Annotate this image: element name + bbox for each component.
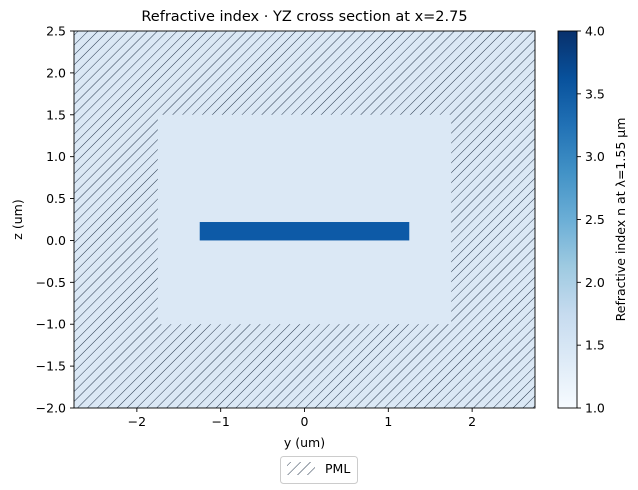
legend[interactable]: PML <box>280 456 358 484</box>
legend-pml-label: PML <box>325 461 350 476</box>
colorbar-ticks: 1.0 1.5 2.0 2.5 3.0 3.5 4.0 <box>577 24 605 416</box>
x-axis-label: y (um) <box>284 435 325 450</box>
colorbar-tick-label: 2.0 <box>585 275 605 290</box>
y-tick-label: −1.5 <box>36 359 66 374</box>
x-tick-label: 0 <box>301 414 309 429</box>
y-tick-label: 2.5 <box>46 24 66 39</box>
y-tick-label: 1.0 <box>46 149 66 164</box>
y-axis-ticks: −2.0 −1.5 −1.0 −0.5 0.0 0.5 1.0 1.5 2.0 2.5 <box>36 24 74 416</box>
colorbar-tick-label: 3.5 <box>585 86 605 101</box>
chart-title: Refractive index · YZ cross section at x… <box>141 9 467 25</box>
colorbar-tick-label: 1.0 <box>585 401 605 416</box>
y-tick-label: −0.5 <box>36 275 66 290</box>
region-cladding <box>157 114 452 325</box>
y-tick-label: 0.5 <box>46 191 66 206</box>
x-tick-label: −1 <box>211 414 229 429</box>
x-tick-label: 1 <box>384 414 392 429</box>
plot-area <box>74 31 535 408</box>
y-axis-label: z (um) <box>10 199 25 239</box>
colorbar-tick-label: 2.5 <box>585 212 605 227</box>
y-tick-label: 1.5 <box>46 107 66 122</box>
colorbar-gradient <box>557 30 578 409</box>
x-tick-label: −2 <box>128 414 146 429</box>
region-core <box>199 222 410 241</box>
y-tick-label: −1.0 <box>36 317 66 332</box>
colorbar-label: Refractive index n at λ=1.55 μm <box>613 118 628 322</box>
colorbar: 1.0 1.5 2.0 2.5 3.0 3.5 4.0 Refractive index n… <box>557 24 628 416</box>
x-axis-ticks: −2 −1 0 1 2 <box>128 408 476 429</box>
colorbar-tick-label: 3.0 <box>585 149 605 164</box>
y-tick-label: 2.0 <box>46 65 66 80</box>
y-tick-label: 0.0 <box>46 233 66 248</box>
colorbar-tick-label: 1.5 <box>585 338 605 353</box>
y-tick-label: −2.0 <box>36 401 66 416</box>
regions-layer <box>157 114 452 325</box>
x-tick-label: 2 <box>468 414 476 429</box>
colorbar-tick-label: 4.0 <box>585 24 605 39</box>
legend-pml-swatch <box>287 462 315 475</box>
